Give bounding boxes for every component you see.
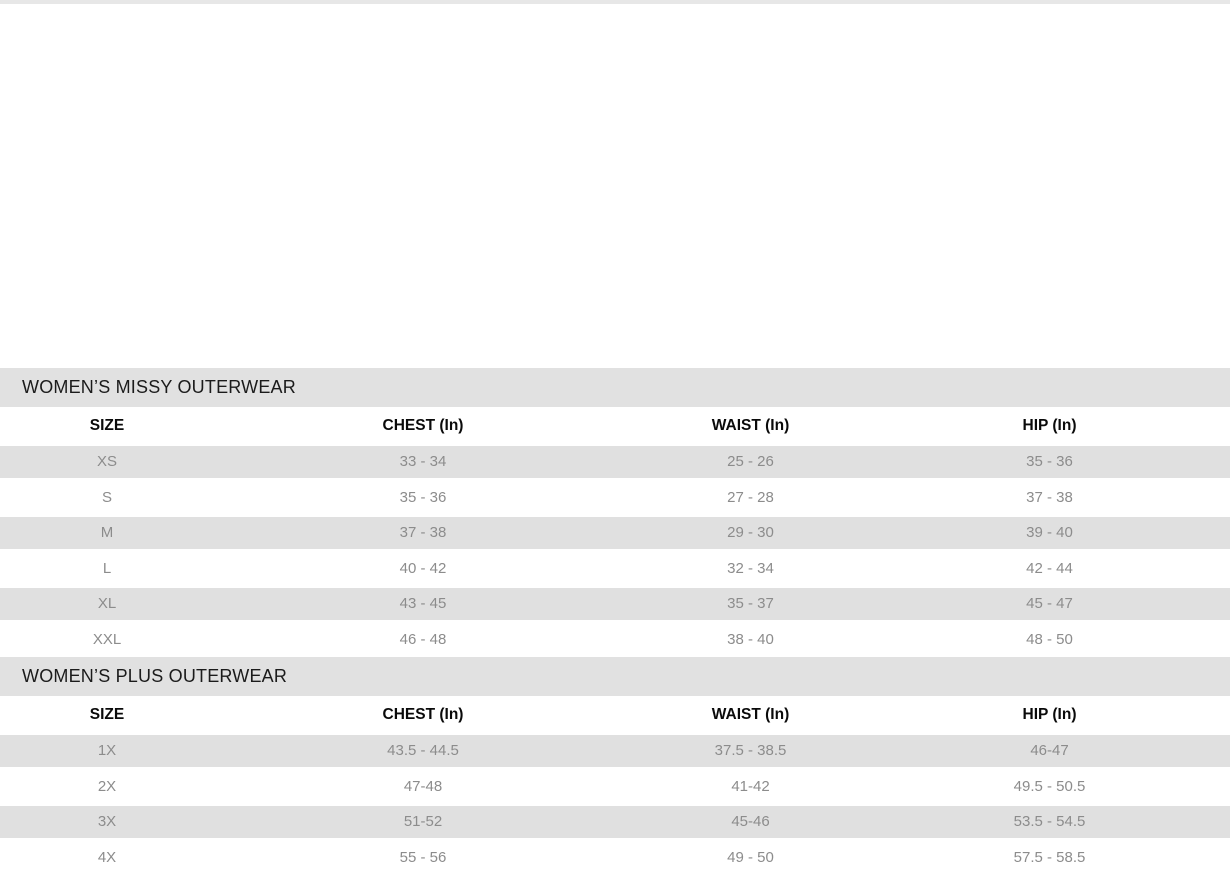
size-cell: M [0, 525, 214, 540]
size-cell: XS [0, 454, 214, 469]
column-header-row: SIZE CHEST (In) WAIST (In) HIP (In) [0, 407, 1230, 444]
hip-cell: 53.5 - 54.5 [869, 814, 1230, 829]
column-header-size: SIZE [0, 418, 214, 434]
waist-cell: 49 - 50 [632, 850, 869, 865]
column-header-chest: CHEST (In) [214, 707, 632, 723]
chest-cell: 43 - 45 [214, 596, 632, 611]
chest-cell: 43.5 - 44.5 [214, 743, 632, 758]
hip-cell: 48 - 50 [869, 632, 1230, 647]
chest-cell: 35 - 36 [214, 490, 632, 505]
table-row: 3X 51-52 45-46 53.5 - 54.5 [0, 804, 1230, 840]
column-header-chest: CHEST (In) [214, 418, 632, 434]
hip-cell: 46-47 [869, 743, 1230, 758]
chest-cell: 37 - 38 [214, 525, 632, 540]
section-title: WOMEN’S PLUS OUTERWEAR [22, 666, 287, 687]
waist-cell: 27 - 28 [632, 490, 869, 505]
table-row: 2X 47-48 41-42 49.5 - 50.5 [0, 769, 1230, 805]
size-cell: 1X [0, 743, 214, 758]
waist-cell: 45-46 [632, 814, 869, 829]
hip-cell: 39 - 40 [869, 525, 1230, 540]
hip-cell: 37 - 38 [869, 490, 1230, 505]
table-row: S 35 - 36 27 - 28 37 - 38 [0, 480, 1230, 516]
column-header-hip: HIP (In) [869, 707, 1230, 723]
waist-cell: 35 - 37 [632, 596, 869, 611]
waist-cell: 37.5 - 38.5 [632, 743, 869, 758]
chest-cell: 47-48 [214, 779, 632, 794]
chest-cell: 51-52 [214, 814, 632, 829]
hip-cell: 42 - 44 [869, 561, 1230, 576]
column-header-waist: WAIST (In) [632, 707, 869, 723]
table-row: L 40 - 42 32 - 34 42 - 44 [0, 551, 1230, 587]
size-cell: XL [0, 596, 214, 611]
table-row: 1X 43.5 - 44.5 37.5 - 38.5 46-47 [0, 733, 1230, 769]
section-header-bar: WOMEN’S MISSY OUTERWEAR [0, 368, 1230, 407]
hip-cell: 45 - 47 [869, 596, 1230, 611]
column-header-size: SIZE [0, 707, 214, 723]
top-strip-divider [0, 0, 1230, 4]
table-row: 4X 55 - 56 49 - 50 57.5 - 58.5 [0, 840, 1230, 875]
chest-cell: 40 - 42 [214, 561, 632, 576]
size-cell: S [0, 490, 214, 505]
chest-cell: 55 - 56 [214, 850, 632, 865]
table-row: XS 33 - 34 25 - 26 35 - 36 [0, 444, 1230, 480]
size-cell: 3X [0, 814, 214, 829]
waist-cell: 32 - 34 [632, 561, 869, 576]
size-cell: 2X [0, 779, 214, 794]
section-title: WOMEN’S MISSY OUTERWEAR [22, 377, 296, 398]
chest-cell: 33 - 34 [214, 454, 632, 469]
column-header-hip: HIP (In) [869, 418, 1230, 434]
hip-cell: 35 - 36 [869, 454, 1230, 469]
column-header-waist: WAIST (In) [632, 418, 869, 434]
table-row: M 37 - 38 29 - 30 39 - 40 [0, 515, 1230, 551]
column-header-row: SIZE CHEST (In) WAIST (In) HIP (In) [0, 696, 1230, 733]
waist-cell: 25 - 26 [632, 454, 869, 469]
table-row: XL 43 - 45 35 - 37 45 - 47 [0, 586, 1230, 622]
size-chart-section-plus: WOMEN’S PLUS OUTERWEAR SIZE CHEST (In) W… [0, 657, 1230, 875]
waist-cell: 29 - 30 [632, 525, 869, 540]
hip-cell: 49.5 - 50.5 [869, 779, 1230, 794]
waist-cell: 41-42 [632, 779, 869, 794]
size-chart-section-missy: WOMEN’S MISSY OUTERWEAR SIZE CHEST (In) … [0, 368, 1230, 657]
section-header-bar: WOMEN’S PLUS OUTERWEAR [0, 657, 1230, 696]
chest-cell: 46 - 48 [214, 632, 632, 647]
waist-cell: 38 - 40 [632, 632, 869, 647]
table-row: XXL 46 - 48 38 - 40 48 - 50 [0, 622, 1230, 658]
size-chart: WOMEN’S MISSY OUTERWEAR SIZE CHEST (In) … [0, 368, 1230, 875]
hip-cell: 57.5 - 58.5 [869, 850, 1230, 865]
size-cell: XXL [0, 632, 214, 647]
size-cell: L [0, 561, 214, 576]
size-cell: 4X [0, 850, 214, 865]
